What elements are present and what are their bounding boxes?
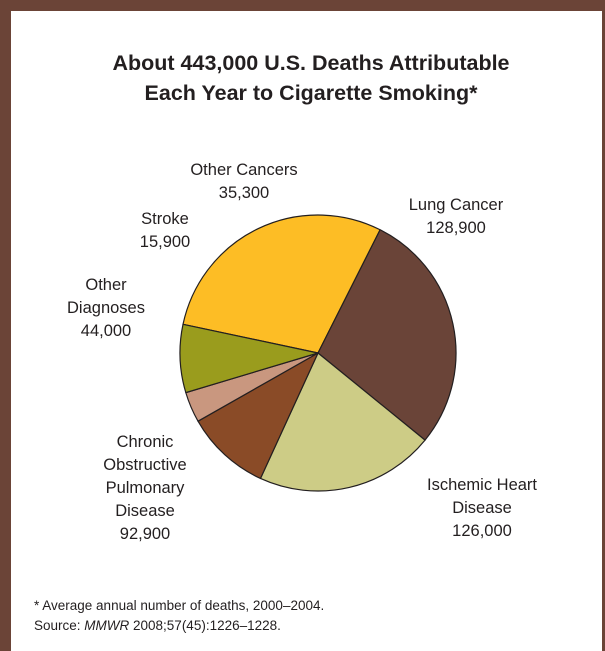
frame-right-border [602,0,605,651]
pie-slice-other-cancers [179,323,319,394]
pie-value-label: 128,900 [426,219,486,237]
pie-slice-other-diagnoses [197,352,319,480]
pie-label-chronic-obstructive-pulmonary-disease: Chronic Obstructive Pulmonary Disease 92,900 [103,433,186,543]
frame-left-border [0,0,11,651]
pie-slice-chronic-obstructive-pulmonary-disease [259,352,426,492]
pie-value-label: 44,000 [81,322,131,340]
pie-category-label: Disease [452,499,512,517]
pie-category-label: Stroke [141,210,189,228]
footnote-source: Source: MMWR 2008;57(45):1226–1228. [34,616,324,636]
pie-slice-lung-cancer [182,214,381,354]
source-journal: MMWR [84,618,130,633]
pie-label-other-cancers: Other Cancers 35,300 [190,161,297,202]
pie-category-label: Other [85,276,127,294]
chart-title: About 443,000 U.S. Deaths Attributable E… [11,48,605,108]
pie-category-label: Disease [115,502,175,520]
chart-title-line-1: About 443,000 U.S. Deaths Attributable [112,51,510,75]
chart-title-line-2: Each Year to Cigarette Smoking* [144,81,478,105]
pie-category-label: Ischemic Heart [427,476,537,494]
footnote: * Average annual number of deaths, 2000–… [34,596,324,636]
pie-category-label: Obstructive [103,456,186,474]
pie-category-label: Lung Cancer [409,196,504,214]
source-citation: 2008;57(45):1226–1228. [129,618,281,633]
pie-value-label: 126,000 [452,522,512,540]
pie-label-lung-cancer: Lung Cancer 128,900 [409,196,504,237]
pie-label-stroke: Stroke 15,900 [140,210,190,251]
pie-slice-ischemic-heart-disease [317,229,457,441]
pie-category-label: Chronic [117,433,174,451]
pie-category-label: Other Cancers [190,161,297,179]
pie-category-label: Diagnoses [67,299,145,317]
pie-category-label: Pulmonary [106,479,186,497]
pie-label-ischemic-heart-disease: Ischemic Heart Disease 126,000 [427,476,537,540]
pie-value-label: 15,900 [140,233,190,251]
pie-value-label: 35,300 [219,184,269,202]
pie-label-other-diagnoses: Other Diagnoses 44,000 [67,276,145,340]
footnote-note: * Average annual number of deaths, 2000–… [34,598,325,613]
frame-top-border [0,0,605,11]
pie-value-label: 92,900 [120,525,170,543]
source-prefix: Source: [34,618,85,633]
